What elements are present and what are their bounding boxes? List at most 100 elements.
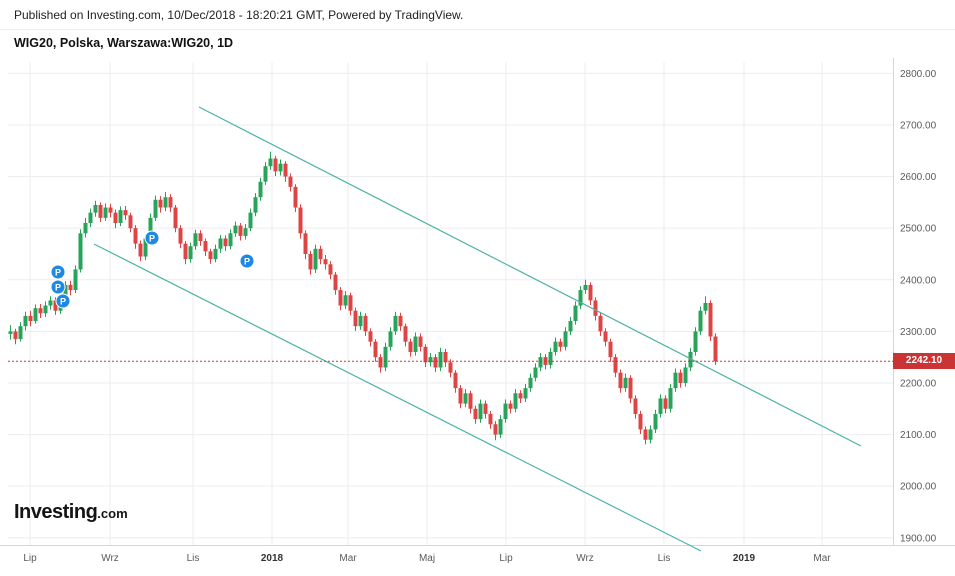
candle-body bbox=[523, 388, 528, 399]
candle-body bbox=[188, 246, 193, 260]
candle-body bbox=[178, 228, 183, 244]
candle-body bbox=[438, 352, 443, 368]
candle-body bbox=[643, 429, 648, 440]
candle-body bbox=[48, 300, 53, 306]
candle-body bbox=[433, 357, 438, 368]
candle-body bbox=[133, 228, 138, 244]
candle-body bbox=[403, 326, 408, 342]
candle-body bbox=[268, 158, 273, 167]
candle-body bbox=[393, 315, 398, 332]
candle-body bbox=[408, 341, 413, 353]
candle-body bbox=[143, 238, 148, 257]
candle-body bbox=[423, 346, 428, 363]
event-marker[interactable] bbox=[55, 293, 71, 309]
event-marker[interactable] bbox=[239, 253, 255, 269]
candle-body bbox=[113, 212, 118, 223]
candle-body bbox=[293, 186, 298, 208]
candle-body bbox=[98, 204, 103, 218]
candle-body bbox=[703, 302, 708, 311]
candle-body bbox=[548, 352, 553, 365]
logo-text: Investing bbox=[14, 501, 98, 523]
candle-body bbox=[228, 233, 233, 247]
candle-body bbox=[528, 377, 533, 389]
published-line: Published on Investing.com, 10/Dec/2018 … bbox=[14, 8, 464, 22]
candle-body bbox=[318, 248, 323, 260]
candle-body bbox=[388, 331, 393, 347]
candle-body bbox=[398, 315, 403, 327]
y-axis-label: 2800.00 bbox=[900, 69, 937, 80]
candle-body bbox=[678, 372, 683, 383]
candle-body bbox=[658, 398, 663, 414]
candle-body bbox=[23, 315, 28, 327]
candle-body bbox=[473, 408, 478, 420]
candle-body bbox=[428, 357, 433, 363]
candle-body bbox=[478, 403, 483, 420]
candle-body bbox=[88, 212, 93, 223]
x-axis-label: 2018 bbox=[261, 553, 284, 564]
event-marker-label: P bbox=[55, 283, 61, 293]
x-axis-label: Lis bbox=[658, 553, 671, 564]
candle-body bbox=[128, 215, 133, 229]
candle-body bbox=[368, 331, 373, 342]
candle-body bbox=[568, 321, 573, 332]
candle-body bbox=[8, 331, 13, 334]
candle-body bbox=[513, 393, 518, 409]
event-marker[interactable] bbox=[50, 279, 66, 295]
candle-body bbox=[173, 207, 178, 229]
candle-body bbox=[278, 163, 283, 172]
candle-body bbox=[353, 310, 358, 327]
candle-body bbox=[618, 372, 623, 389]
y-axis-label: 2300.00 bbox=[900, 327, 937, 338]
trend-line[interactable] bbox=[198, 106, 862, 447]
candle-body bbox=[68, 284, 73, 291]
candle-body bbox=[248, 212, 253, 229]
candle-body bbox=[373, 341, 378, 358]
candle-body bbox=[258, 181, 263, 198]
candle-body bbox=[118, 210, 123, 223]
candle-body bbox=[18, 326, 23, 340]
candle-body bbox=[313, 248, 318, 270]
candle-body bbox=[243, 228, 248, 236]
candle-body bbox=[93, 204, 98, 213]
candle-body bbox=[153, 199, 158, 218]
x-axis-label: Lip bbox=[23, 553, 37, 564]
candle-body bbox=[558, 341, 563, 347]
candle-body bbox=[378, 357, 383, 368]
candle-body bbox=[483, 403, 488, 414]
candle-body bbox=[63, 284, 68, 298]
x-axis-label: Wrz bbox=[576, 553, 594, 564]
x-axis-label: Maj bbox=[419, 553, 435, 564]
x-axis-label: Wrz bbox=[101, 553, 119, 564]
candle-body bbox=[673, 372, 678, 389]
candle-body bbox=[458, 388, 463, 404]
x-axis-label: 2019 bbox=[733, 553, 756, 564]
y-axis-label: 1900.00 bbox=[900, 533, 937, 544]
candle-body bbox=[468, 393, 473, 409]
candle-body bbox=[283, 163, 288, 177]
trend-line[interactable] bbox=[93, 243, 702, 552]
y-axis-label: 2200.00 bbox=[900, 378, 937, 389]
candle-body bbox=[253, 197, 258, 213]
candle-body bbox=[443, 352, 448, 363]
candle-body bbox=[163, 197, 168, 208]
event-marker-label: P bbox=[244, 257, 250, 267]
event-marker[interactable] bbox=[50, 264, 66, 280]
event-marker[interactable] bbox=[144, 230, 160, 246]
candle-body bbox=[358, 315, 363, 327]
candle-body bbox=[663, 398, 668, 409]
candle-body bbox=[503, 403, 508, 420]
candle-body bbox=[73, 269, 78, 291]
candle-body bbox=[168, 197, 173, 208]
candle-body bbox=[263, 166, 268, 182]
candle-body bbox=[193, 233, 198, 247]
header-bar bbox=[0, 0, 955, 30]
candle-body bbox=[498, 419, 503, 435]
candle-body bbox=[598, 315, 603, 332]
event-marker-label: P bbox=[55, 268, 61, 278]
candle-body bbox=[328, 264, 333, 275]
candle-body bbox=[13, 331, 18, 340]
candle-body bbox=[83, 223, 88, 234]
candle-body bbox=[668, 388, 673, 409]
